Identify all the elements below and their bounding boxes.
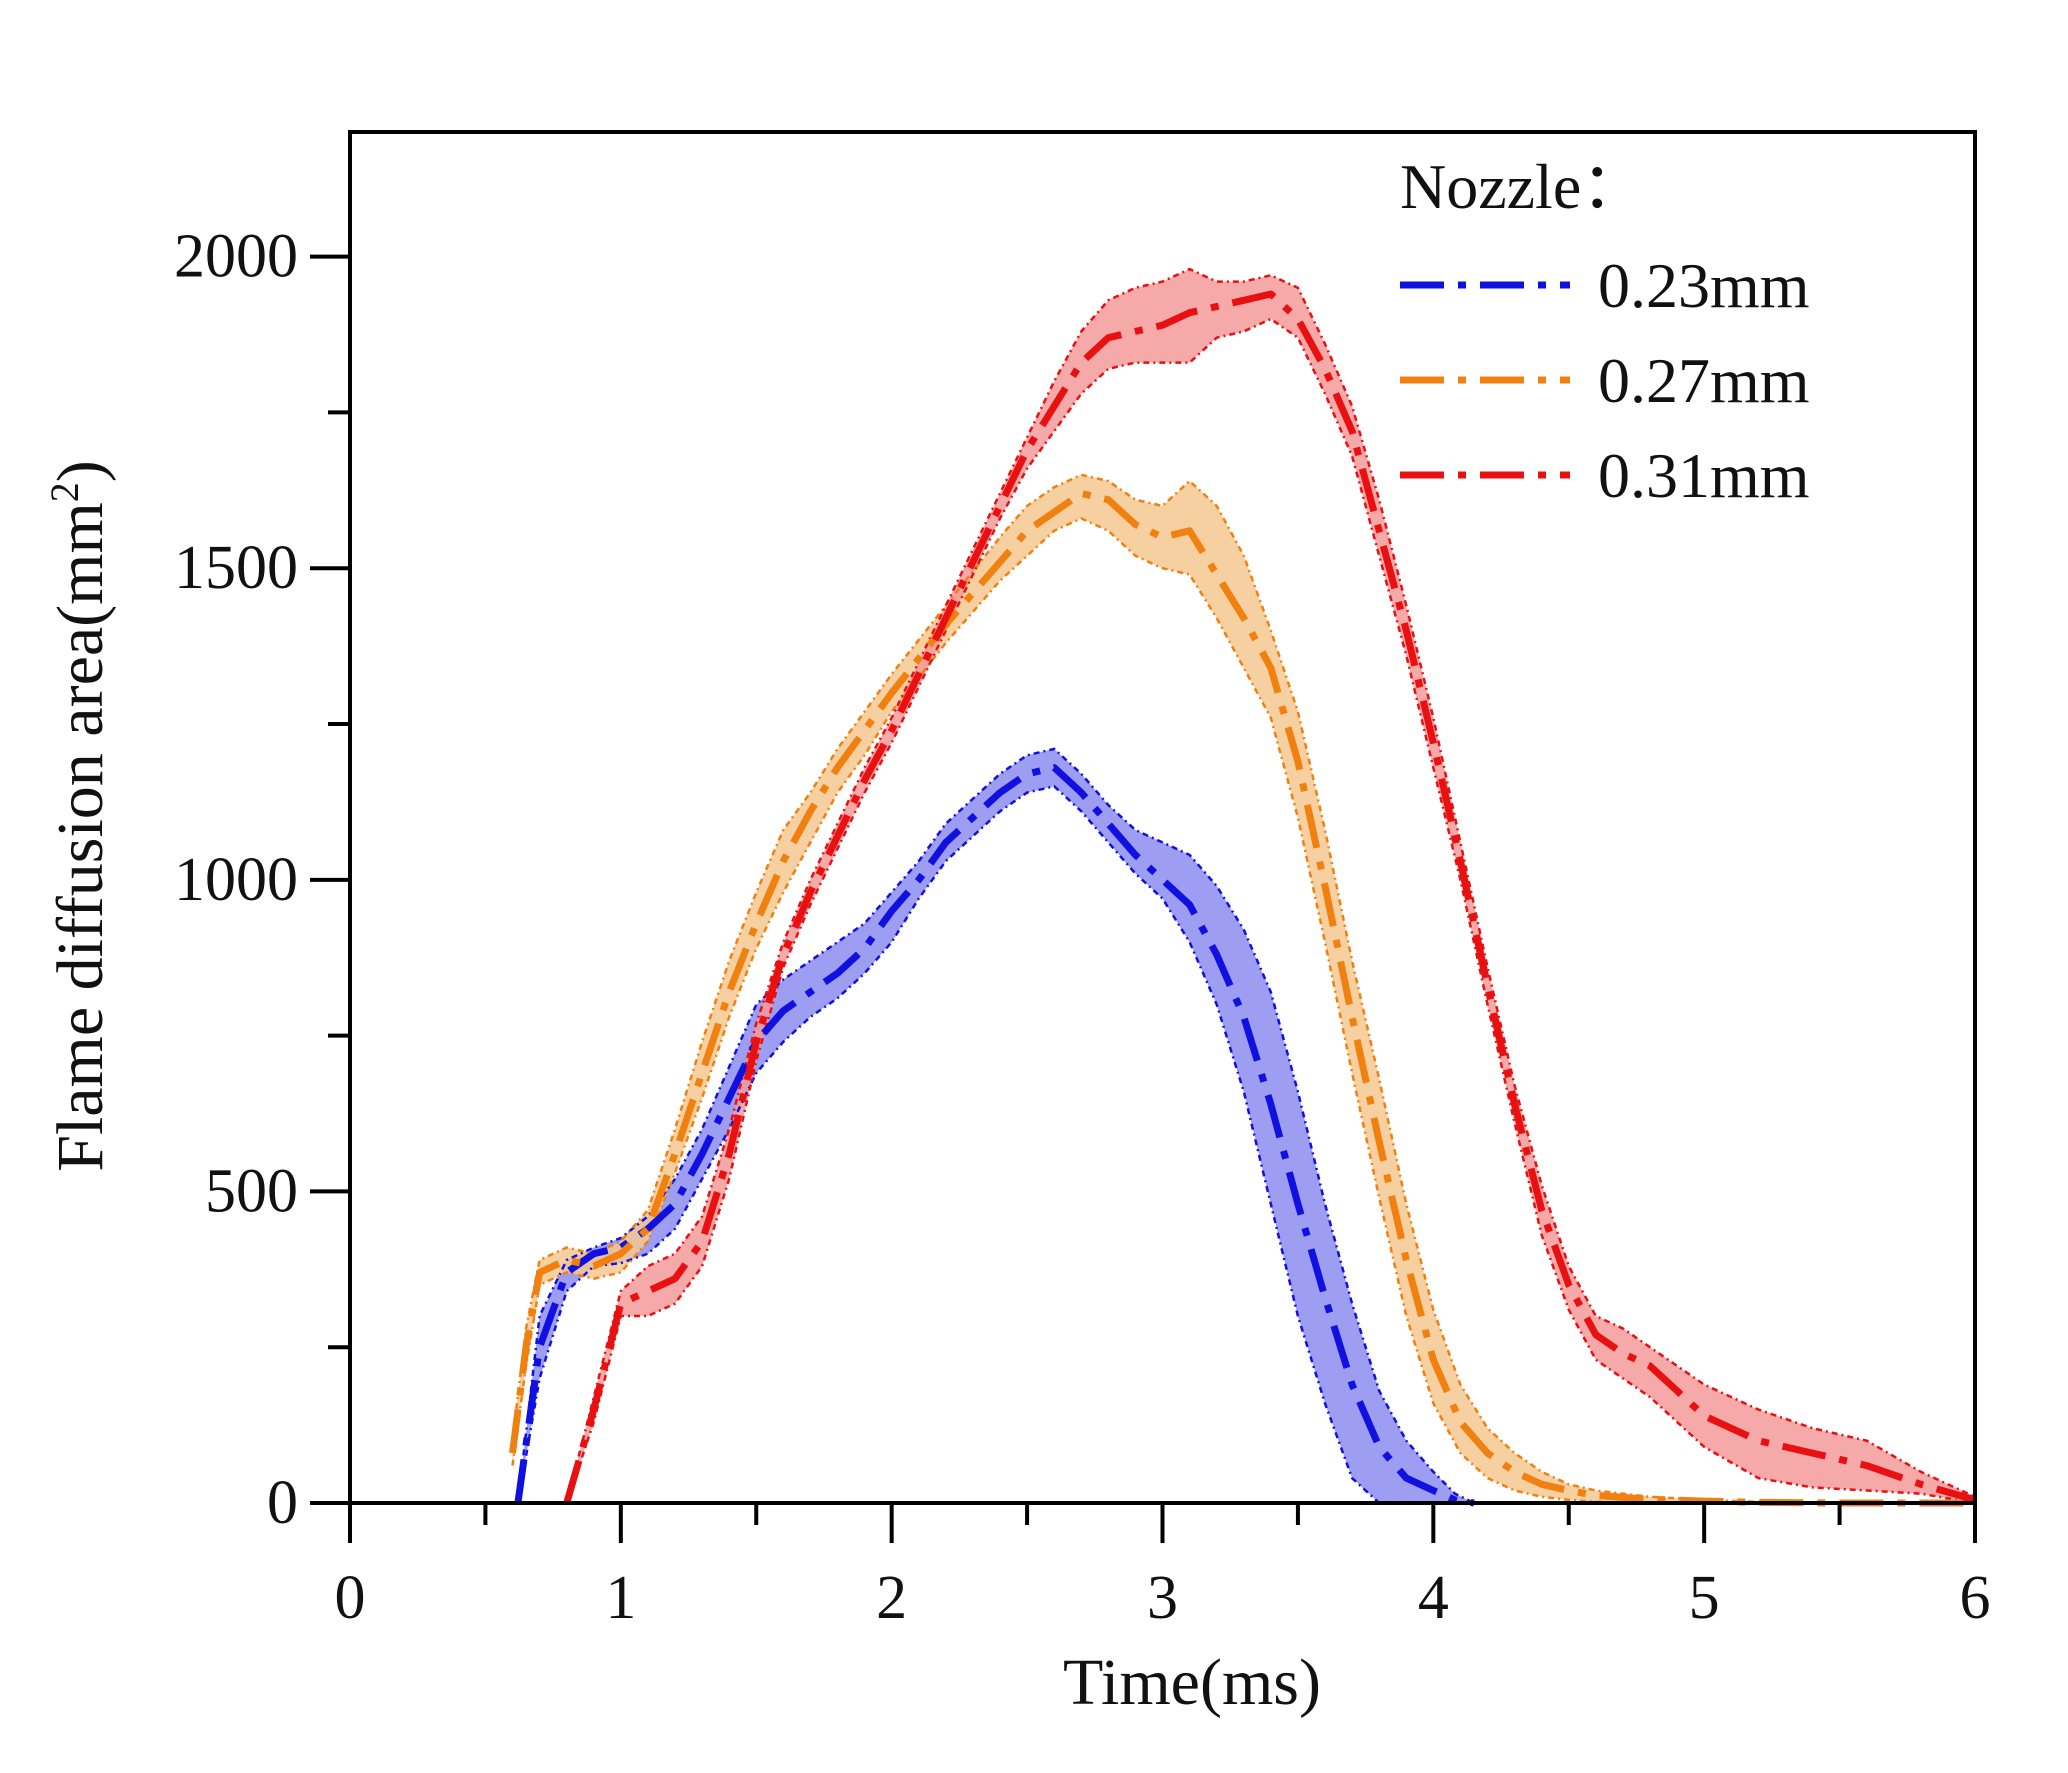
legend-label-0-23mm: 0.23mm [1598, 250, 1810, 321]
axes: 0 1 2 3 4 5 6 0 500 1000 1500 2000 [174, 223, 1991, 1632]
mean-lines [509, 290, 1976, 1507]
lower-bound-0-27mm [511, 517, 1975, 1505]
y-axis-title-main: Flame diffusion area(mm [44, 502, 117, 1172]
series-line-0-23mm [514, 764, 1475, 1507]
legend-label-0-27mm: 0.27mm [1598, 345, 1810, 416]
y-tick-label: 0 [267, 1469, 298, 1537]
y-tick-label: 500 [205, 1157, 298, 1225]
series-line-0-31mm [563, 290, 1976, 1504]
x-tick-label: 0 [335, 1564, 366, 1632]
x-tick-label: 3 [1147, 1564, 1178, 1632]
y-tick-label: 1000 [174, 846, 298, 914]
x-tick-label: 2 [876, 1564, 907, 1632]
legend: Nozzle： 0.23mm 0.27mm 0.31mm [1400, 151, 1810, 511]
lower-bound-0-23mm [516, 784, 1474, 1505]
x-tick-label: 4 [1418, 1564, 1449, 1632]
y-axis-title-superscript: 2 [42, 482, 87, 502]
legend-title: Nozzle： [1400, 151, 1645, 222]
upper-bound-0-31mm [565, 267, 1976, 1504]
y-axis-title-close: ) [44, 460, 117, 482]
upper-bound-0-23mm [516, 747, 1475, 1505]
band-0-23mm [517, 748, 1474, 1503]
x-tick-label: 6 [1960, 1564, 1991, 1632]
bound-lines [511, 267, 1976, 1505]
upper-bound-0-27mm [511, 473, 1975, 1505]
series-line-0-27mm [509, 489, 1975, 1507]
lower-bound-0-31mm [565, 317, 1976, 1505]
legend-label-0-31mm: 0.31mm [1598, 440, 1810, 511]
y-tick-label: 2000 [174, 223, 298, 291]
band-0-27mm [512, 474, 1975, 1503]
x-tick-label: 5 [1689, 1564, 1720, 1632]
confidence-bands [512, 269, 1976, 1504]
x-axis-title: Time(ms) [1063, 1646, 1321, 1719]
y-tick-label: 1500 [174, 534, 298, 602]
x-tick-label: 1 [605, 1564, 636, 1632]
y-axis-title: Flame diffusion area(mm2) [42, 460, 117, 1172]
